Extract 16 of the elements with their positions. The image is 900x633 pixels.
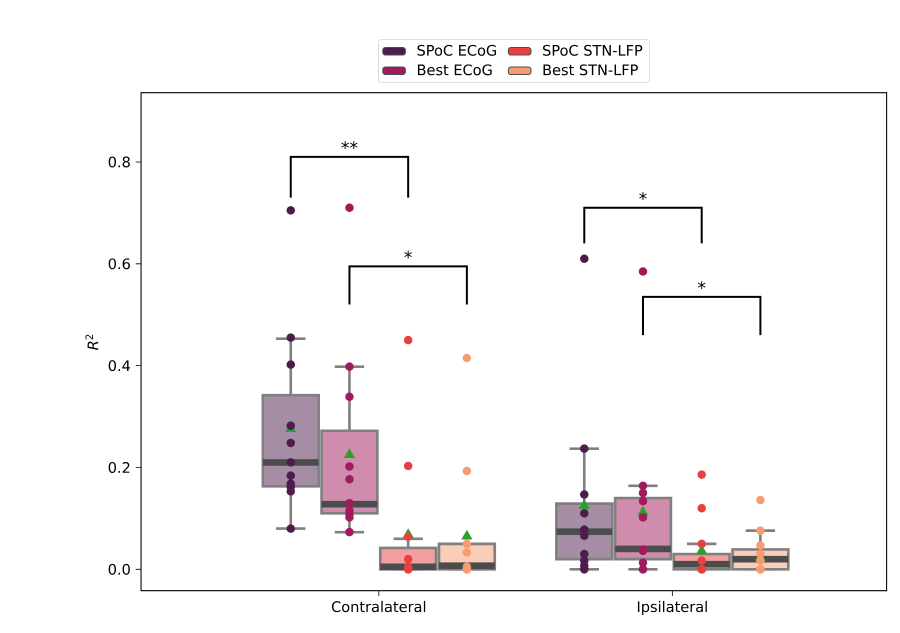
annotation: **: [341, 141, 358, 150]
annotation: *: [639, 192, 647, 200]
y-tick-label: 0.0: [108, 564, 130, 575]
legend-label: SPoC STN-LFP: [543, 44, 642, 56]
y-tick-label: 0.8: [108, 156, 130, 168]
annotation: *: [404, 250, 412, 259]
y-tick-label: 0.6: [108, 258, 130, 270]
legend-label: Best STN-LFP: [544, 64, 638, 76]
legend-label: Best ECoG: [418, 64, 492, 76]
x-tick-label: Ipsilateral: [638, 601, 707, 616]
y-axis-title: R$^{2}$: [85, 334, 98, 350]
y-tick-label: 0.2: [108, 462, 130, 474]
legend-label: SPoC ECoG: [417, 44, 496, 56]
y-tick-label: 0.4: [108, 360, 130, 372]
x-tick-label: Contralateral: [332, 601, 426, 612]
annotation: *: [698, 281, 706, 290]
